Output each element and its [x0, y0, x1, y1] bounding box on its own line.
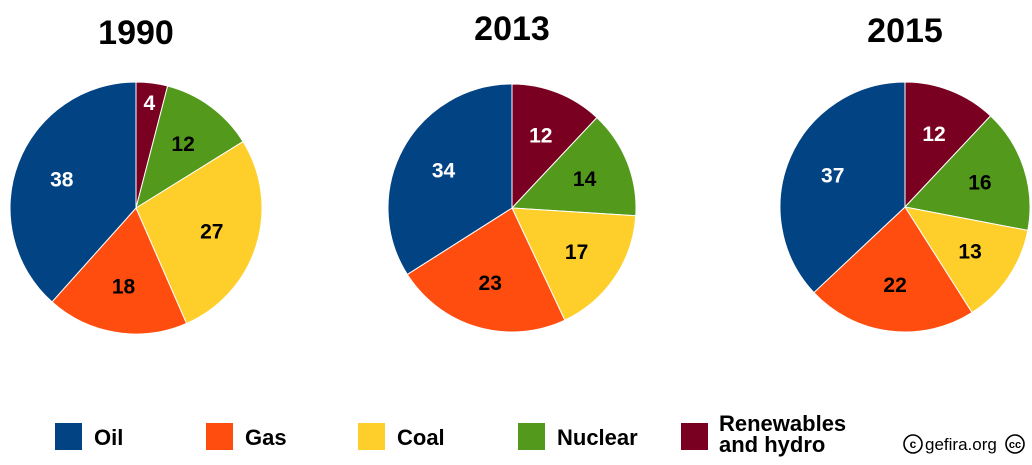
pie-slice-oil: [9, 81, 137, 303]
slice-value-label: 4: [144, 92, 156, 115]
slice-value-label: 12: [171, 133, 194, 156]
slice-value-label: 22: [883, 274, 906, 297]
cc-license-icon: cc: [1005, 434, 1025, 454]
pie-slice-coal: [135, 140, 263, 325]
legend-swatch: [55, 423, 82, 450]
pie-title: 2013: [474, 10, 550, 48]
legend-item-nuclear: Nuclear: [518, 423, 638, 450]
pie-slice-oil: [387, 83, 513, 276]
slice-value-label: 12: [529, 124, 552, 147]
slice-value-label: 34: [432, 159, 456, 182]
copyright-icon: c: [903, 434, 923, 454]
slice-value-label: 14: [573, 168, 597, 191]
legend-label: Coal: [397, 425, 445, 450]
pie-title: 2015: [867, 12, 943, 50]
slice-value-label: 12: [922, 123, 945, 146]
slice-value-label: 37: [821, 165, 844, 188]
slice-value-label: 27: [200, 221, 223, 244]
slice-value-label: 13: [958, 240, 981, 263]
legend-swatch: [518, 423, 545, 450]
pie-slice-renewables-and-hydro: [511, 83, 598, 210]
pie-slice-nuclear: [135, 85, 244, 210]
pie-slice-renewables-and-hydro: [904, 81, 992, 209]
pie-2013: 2013 12 14 17 23 34: [387, 10, 637, 333]
legend-label: Oil: [94, 425, 123, 450]
pie-slice-coal: [511, 207, 637, 321]
slice-value-label: 18: [112, 275, 136, 298]
pie-slice-gas: [813, 206, 973, 333]
pie-slice-coal: [903, 206, 1029, 314]
pies-layer: 1990 4 12 27 18 38 2013 12 14 17 23 34 2015 12 16 13 22 3…: [9, 10, 1031, 335]
legend-swatch: [206, 423, 233, 450]
svg-text:c: c: [910, 437, 917, 451]
legend-label: Gas: [245, 425, 287, 450]
pie-1990: 1990 4 12 27 18 38: [9, 14, 263, 335]
legend-swatch: [358, 423, 385, 450]
legend-swatch: [681, 423, 708, 450]
pie-slice-gas: [51, 207, 188, 335]
pie-title: 1990: [98, 14, 174, 52]
credit: c gefira.org cc: [903, 434, 1025, 454]
cc-license-text: cc: [1009, 439, 1021, 451]
legend-item-oil: Oil: [55, 423, 123, 450]
legend-item-gas: Gas: [206, 423, 287, 450]
pie-2015: 2015 12 16 13 22 37: [779, 12, 1031, 333]
slice-value-label: 23: [479, 272, 502, 295]
slice-value-label: 16: [968, 172, 991, 195]
slice-value-label: 17: [565, 241, 588, 264]
legend-item-coal: Coal: [358, 423, 445, 450]
pie-slice-gas: [406, 207, 566, 333]
pie-slice-oil: [779, 81, 906, 294]
credit-text: gefira.org: [925, 435, 997, 454]
legend-label-line1: Renewables: [719, 411, 846, 436]
pie-slice-nuclear: [904, 115, 1031, 232]
pie-slice-nuclear: [510, 116, 637, 217]
legend-label: Nuclear: [557, 425, 638, 450]
legend-label-line2: and hydro: [719, 432, 825, 457]
slice-value-label: 38: [50, 169, 74, 192]
